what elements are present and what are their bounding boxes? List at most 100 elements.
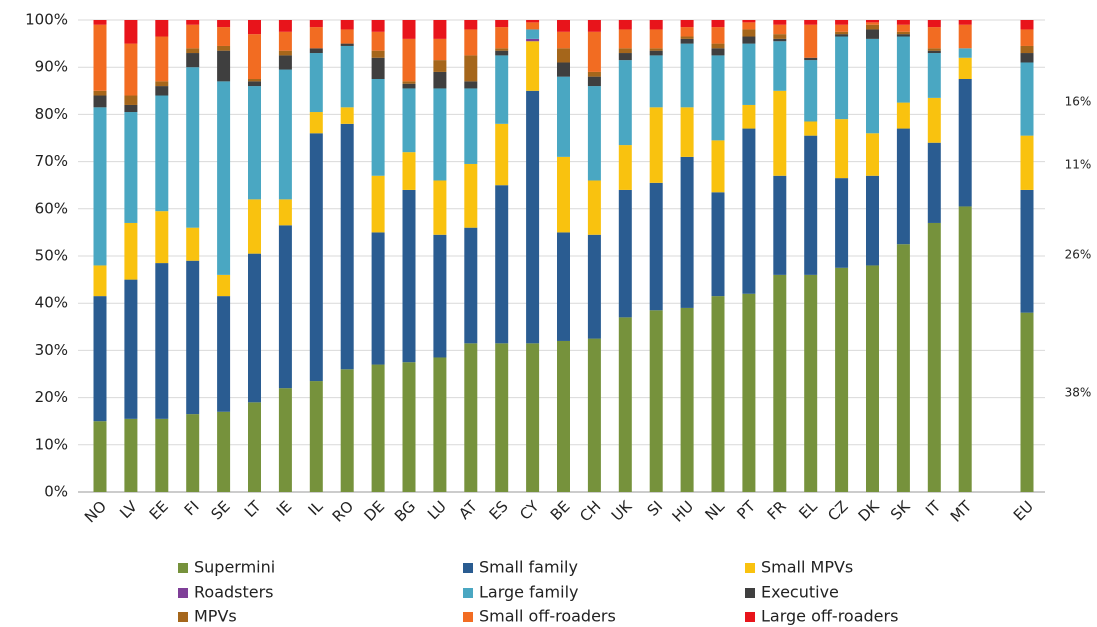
bar-segment <box>433 38 447 61</box>
bar-segment <box>742 29 756 37</box>
bar-segment <box>309 53 323 113</box>
bar-segment <box>835 119 849 179</box>
bar-segment <box>927 20 941 28</box>
bar-segment <box>1020 189 1034 313</box>
bar-segment <box>618 60 632 146</box>
bar-segment <box>124 279 138 419</box>
y-tick-label: 30% <box>35 341 68 359</box>
bar-segment <box>495 48 509 51</box>
bar-segment <box>649 48 663 51</box>
legend-swatch <box>178 563 188 573</box>
bar-segment <box>896 20 910 25</box>
bar-segment <box>649 50 663 56</box>
x-tick-label: CY <box>516 497 543 524</box>
x-tick-label: IT <box>922 497 945 520</box>
bar-segment <box>248 402 261 492</box>
legend-swatch <box>745 588 755 598</box>
bar-segment <box>1020 29 1034 46</box>
bar-segment <box>835 267 849 492</box>
bar-segment <box>371 364 385 492</box>
bar-segment <box>371 57 385 79</box>
bar-segment <box>742 36 756 44</box>
bar-segment <box>649 310 663 492</box>
bar-segment <box>217 274 231 297</box>
bar-segment <box>495 20 509 28</box>
bar-segment <box>309 48 323 54</box>
legend-label: Small MPVs <box>761 558 853 577</box>
x-tick-label: EE <box>146 497 172 523</box>
bar-segment <box>155 263 169 419</box>
bar-segment <box>309 112 323 134</box>
bar-segment <box>618 189 632 318</box>
bar-segment <box>248 86 261 200</box>
bar-segment <box>958 24 972 49</box>
bar-segment <box>340 123 354 370</box>
bar-segment <box>1020 62 1034 136</box>
x-tick-label: HU <box>669 497 697 525</box>
bar-segment <box>958 79 972 207</box>
bar-segment <box>371 20 385 32</box>
bar-segment <box>773 41 787 91</box>
bar-segment <box>464 343 478 492</box>
bar-segment <box>773 24 787 35</box>
legend-swatch <box>745 563 755 573</box>
bar-segment <box>742 20 756 23</box>
bar-segment <box>124 43 138 96</box>
bar-segment <box>278 31 292 51</box>
bar-segment <box>309 381 323 492</box>
y-tick-label: 0% <box>44 483 68 501</box>
y-tick-label: 20% <box>35 388 68 406</box>
bar-segment <box>371 50 385 58</box>
bar-segment <box>711 55 725 141</box>
bar-segment <box>186 24 200 49</box>
bar-segment <box>958 57 972 79</box>
bar-segment <box>433 71 447 89</box>
x-tick-label: CZ <box>824 497 851 524</box>
bar-segment <box>680 107 694 157</box>
bar-segment <box>587 31 601 72</box>
bar-segment <box>155 86 169 96</box>
y-tick-label: 10% <box>35 435 68 453</box>
bar-segment <box>278 20 292 32</box>
bar-segment <box>896 24 910 32</box>
bar-segment <box>371 175 385 233</box>
bar-segment <box>155 20 169 37</box>
bar-segment <box>526 38 540 42</box>
bar-segment <box>186 227 200 261</box>
bar-segment <box>1020 312 1034 492</box>
bar-segment <box>680 307 694 492</box>
legend-swatch <box>463 588 473 598</box>
bar-segment <box>711 192 725 297</box>
bar-segment <box>773 38 787 42</box>
bar-segment <box>927 142 941 223</box>
bar-segment <box>526 20 540 23</box>
bar-segment <box>186 20 200 25</box>
bar-segment <box>464 227 478 344</box>
bar-segment <box>278 69 292 200</box>
bar-segment <box>186 260 200 415</box>
bar-segment <box>526 29 540 39</box>
bar-segment <box>340 20 354 30</box>
bar-segment <box>433 180 447 235</box>
bar-segment <box>278 225 292 389</box>
bar-segment <box>649 107 663 183</box>
y-tick-label: 90% <box>35 58 68 76</box>
bar-segment <box>186 53 200 68</box>
x-tick-label: DK <box>855 496 884 525</box>
bar-segment <box>835 36 849 120</box>
bar-segment <box>927 53 941 98</box>
bar-segment <box>557 31 570 49</box>
bar-segment <box>742 22 756 30</box>
bar-segment <box>896 128 910 245</box>
legend-swatch <box>178 612 188 622</box>
bar-segment <box>217 296 231 412</box>
x-tick-label: NL <box>701 497 728 524</box>
bar-segment <box>93 107 107 266</box>
bar-segment <box>773 274 787 492</box>
bar-segment <box>927 50 941 54</box>
y-tick-label: 40% <box>35 294 68 312</box>
bar-segment <box>649 29 663 49</box>
bar-segment <box>155 95 169 212</box>
bar-segment <box>248 199 261 254</box>
legend-label: Large off-roaders <box>761 607 898 626</box>
